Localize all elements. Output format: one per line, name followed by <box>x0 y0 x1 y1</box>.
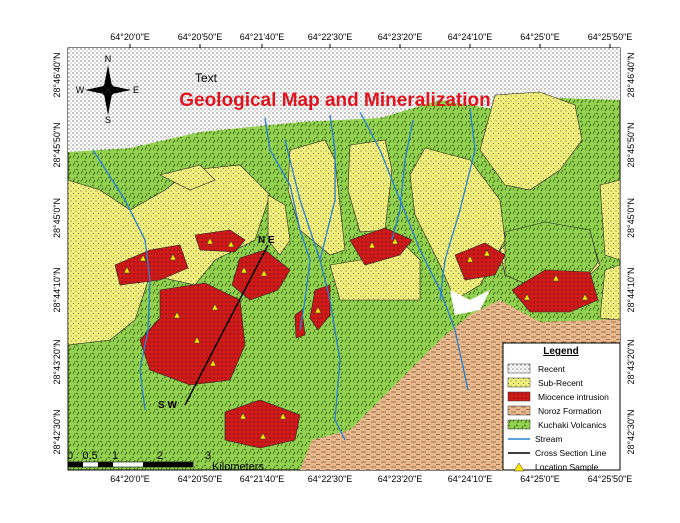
map-title: Geological Map and Mineralization <box>179 90 490 111</box>
legend-swatch <box>507 405 531 416</box>
legend-swatch <box>507 419 531 430</box>
text-label: Text <box>195 71 218 85</box>
legend-item: Location Sample <box>535 462 599 472</box>
legend-item: Miocence intrusion <box>538 392 609 402</box>
lon-label: 64°23'20"E <box>378 474 423 484</box>
legend-swatch <box>513 462 525 472</box>
scale-tick: 1 <box>112 450 118 462</box>
scale-tick: 2 <box>157 450 163 462</box>
legend-swatch <box>507 391 531 402</box>
section-start-label: S W <box>158 400 177 411</box>
legend-item: Kuchaki Volcanics <box>538 420 607 430</box>
legend-item: Sub-Recent <box>538 378 584 388</box>
scale-tick: 0.5 <box>82 450 97 462</box>
lat-label: 28°43'20"N <box>52 339 62 384</box>
lat-label: 28°42'30"N <box>626 409 636 454</box>
lon-label: 64°20'50"E <box>178 474 223 484</box>
legend-item: Recent <box>538 364 566 374</box>
lat-label: 28°44'10"N <box>52 267 62 312</box>
lat-label: 28°42'30"N <box>52 409 62 454</box>
lat-label: 28°45'0"N <box>626 198 636 238</box>
legend-title: Legend <box>543 346 579 357</box>
scale-tick: 3 <box>205 450 211 462</box>
lon-label: 64°20'0"E <box>110 32 150 42</box>
legend-swatch <box>507 363 531 374</box>
legend-item: Cross Section Line <box>535 448 607 458</box>
lon-label: 64°24'10"E <box>448 474 493 484</box>
lon-label: 64°20'50"E <box>178 32 223 42</box>
lon-label: 64°25'0"E <box>520 32 560 42</box>
lat-label: 28°46'40"N <box>52 52 62 97</box>
lon-label: 64°22'30"E <box>308 32 353 42</box>
lat-label: 28°45'50"N <box>626 122 636 167</box>
scale-tick: 0 <box>67 450 73 462</box>
compass-s: S <box>105 115 111 125</box>
lon-label: 64°21'40"E <box>240 32 285 42</box>
lon-label: 64°22'30"E <box>308 474 353 484</box>
legend: Legend Recent Sub-Recent Miocence intrusio… <box>502 342 621 472</box>
cross-section-line <box>184 244 269 406</box>
scale-unit: Kilometers <box>212 461 264 473</box>
lat-label: 28°44'10"N <box>626 267 636 312</box>
compass-e: E <box>133 85 139 95</box>
lon-label: 64°25'0"E <box>520 474 560 484</box>
lon-label: 64°25'50"E <box>588 32 633 42</box>
compass-w: W <box>76 85 85 95</box>
lon-label: 64°21'40"E <box>240 474 285 484</box>
lon-label: 64°20'0"E <box>110 474 150 484</box>
map-frame <box>67 47 621 471</box>
legend-swatch <box>507 377 531 388</box>
lon-label: 64°23'20"E <box>378 32 423 42</box>
lat-label: 28°45'50"N <box>52 122 62 167</box>
compass-n: N <box>105 54 112 64</box>
compass: N S W E <box>76 54 139 125</box>
lat-label: 28°43'20"N <box>626 339 636 384</box>
legend-item: Noroz Formation <box>538 406 602 416</box>
section-end-label: N E <box>258 235 275 246</box>
lon-label: 64°25'50"E <box>588 474 633 484</box>
lat-label: 28°45'0"N <box>52 198 62 238</box>
lat-label: 28°46'40"N <box>626 52 636 97</box>
legend-item: Stream <box>535 434 562 444</box>
lon-label: 64°24'10"E <box>448 32 493 42</box>
